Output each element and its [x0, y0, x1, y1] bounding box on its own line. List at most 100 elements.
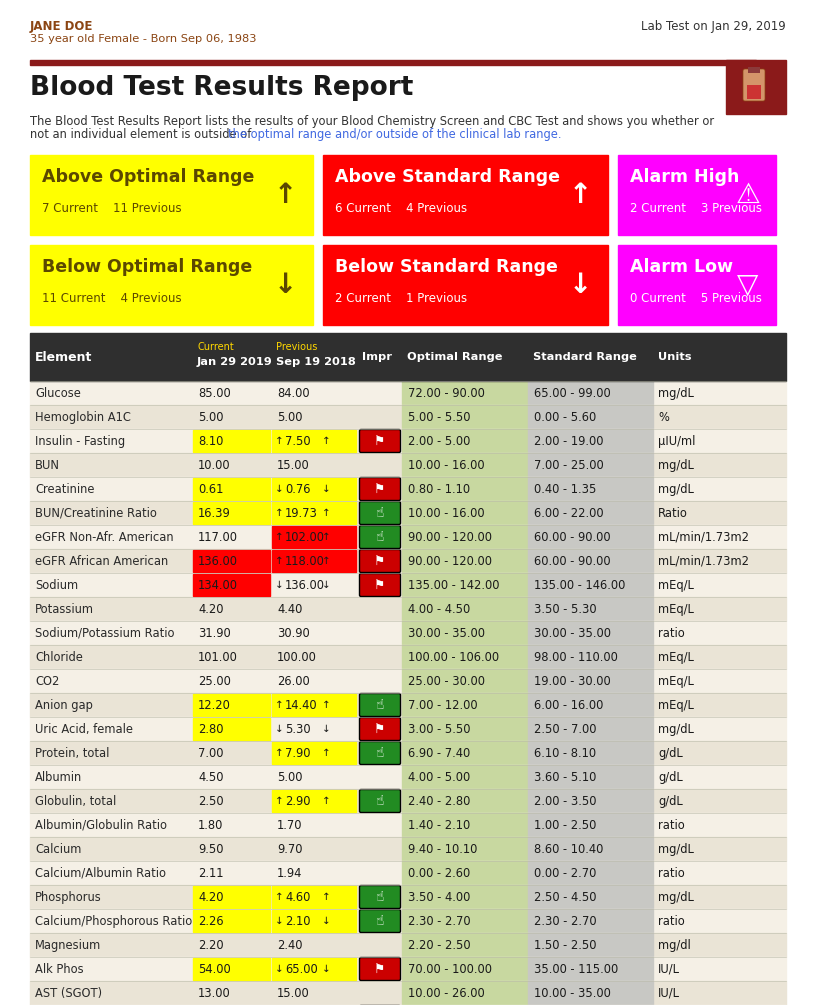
FancyBboxPatch shape [360, 477, 401, 500]
Bar [30, 573, 786, 597]
Text: 3.60 - 5.10: 3.60 - 5.10 [534, 771, 596, 784]
Bar [528, 909, 653, 933]
Bar [30, 741, 786, 765]
Text: 26.00: 26.00 [277, 674, 310, 687]
Text: 100.00: 100.00 [277, 650, 317, 663]
Bar [528, 957, 653, 981]
Text: 16.39: 16.39 [198, 507, 231, 520]
Text: Blood Test Results Report: Blood Test Results Report [30, 75, 414, 100]
Text: ⚑: ⚑ [375, 482, 386, 495]
Text: mEq/L: mEq/L [658, 579, 694, 592]
Text: %: % [658, 410, 669, 423]
Text: 0.00 - 2.70: 0.00 - 2.70 [534, 866, 596, 879]
Text: mg/dL: mg/dL [658, 723, 694, 736]
Text: 136.00: 136.00 [285, 579, 325, 592]
Text: 0.80 - 1.10: 0.80 - 1.10 [408, 482, 470, 495]
Bar [30, 405, 786, 429]
FancyBboxPatch shape [360, 790, 401, 812]
Text: 7.00 - 12.00: 7.00 - 12.00 [408, 698, 477, 712]
Text: mEq/L: mEq/L [658, 603, 694, 615]
Bar [272, 550, 356, 572]
Bar [193, 502, 270, 524]
Text: 4.60: 4.60 [285, 890, 310, 903]
Bar [30, 957, 786, 981]
Bar [528, 669, 653, 693]
Bar [193, 694, 270, 716]
Bar [402, 501, 528, 525]
Bar [402, 909, 528, 933]
Bar [402, 477, 528, 501]
Text: 85.00: 85.00 [198, 387, 231, 400]
Text: 102.00: 102.00 [285, 531, 325, 544]
Bar [528, 477, 653, 501]
Text: 7.90: 7.90 [285, 747, 311, 760]
Text: Anion gap: Anion gap [35, 698, 93, 712]
Bar [272, 430, 356, 452]
Bar [747, 85, 761, 99]
Text: 1.94: 1.94 [277, 866, 303, 879]
Text: Element: Element [35, 351, 92, 364]
Bar [528, 765, 653, 789]
Bar [30, 597, 786, 621]
Text: ↓: ↓ [275, 916, 284, 926]
Text: g/dL: g/dL [658, 771, 683, 784]
Bar [193, 550, 270, 572]
Bar [528, 573, 653, 597]
Bar [528, 453, 653, 477]
Bar [30, 933, 786, 957]
Bar [402, 549, 528, 573]
Text: ratio: ratio [658, 818, 685, 831]
Bar [402, 981, 528, 1005]
Bar [30, 909, 786, 933]
Text: ↓: ↓ [322, 580, 330, 590]
Bar [402, 621, 528, 645]
Text: 0 Current    5 Previous: 0 Current 5 Previous [630, 292, 762, 305]
Bar [30, 669, 786, 693]
Bar [193, 886, 270, 908]
Bar [30, 645, 786, 669]
Bar [402, 861, 528, 885]
Text: ↑: ↑ [322, 436, 330, 446]
Bar [402, 789, 528, 813]
Text: 2.50: 2.50 [198, 795, 224, 807]
Text: ↑: ↑ [275, 892, 284, 902]
Text: 15.00: 15.00 [277, 458, 310, 471]
Text: Jan 29 2019: Jan 29 2019 [197, 357, 273, 367]
Text: 2.10: 2.10 [285, 915, 311, 928]
Text: 5.00 - 5.50: 5.00 - 5.50 [408, 410, 471, 423]
Text: 3.50 - 4.00: 3.50 - 4.00 [408, 890, 470, 903]
Text: 5.00: 5.00 [277, 410, 303, 423]
Text: Globulin, total: Globulin, total [35, 795, 116, 807]
Bar [30, 813, 786, 837]
Bar [402, 837, 528, 861]
Text: 65.00 - 99.00: 65.00 - 99.00 [534, 387, 610, 400]
Bar [402, 693, 528, 717]
Bar [193, 718, 270, 740]
Text: 4.00 - 5.00: 4.00 - 5.00 [408, 771, 470, 784]
Text: 4.00 - 4.50: 4.00 - 4.50 [408, 603, 470, 615]
Bar [618, 245, 776, 325]
Text: 84.00: 84.00 [277, 387, 309, 400]
FancyBboxPatch shape [360, 550, 401, 573]
Text: mg/dL: mg/dL [658, 890, 694, 903]
Text: mL/min/1.73m2: mL/min/1.73m2 [658, 531, 749, 544]
Bar [528, 645, 653, 669]
Text: ↑: ↑ [322, 556, 330, 566]
Text: ▽: ▽ [738, 271, 759, 299]
Text: Potassium: Potassium [35, 603, 94, 615]
Bar [402, 525, 528, 549]
Text: Calcium/Albumin Ratio: Calcium/Albumin Ratio [35, 866, 166, 879]
Bar [323, 245, 608, 325]
Bar [402, 429, 528, 453]
Text: 6.10 - 8.10: 6.10 - 8.10 [534, 747, 596, 760]
Text: 2.30 - 2.70: 2.30 - 2.70 [408, 915, 471, 928]
Text: ↓: ↓ [275, 484, 284, 494]
Bar [30, 60, 756, 65]
FancyBboxPatch shape [360, 718, 401, 741]
FancyBboxPatch shape [360, 501, 401, 525]
Text: 25.00: 25.00 [198, 674, 231, 687]
Text: ☝: ☝ [375, 530, 384, 544]
Text: 2.20 - 2.50: 2.20 - 2.50 [408, 939, 471, 952]
Bar [272, 694, 356, 716]
Text: 2.40: 2.40 [277, 939, 303, 952]
